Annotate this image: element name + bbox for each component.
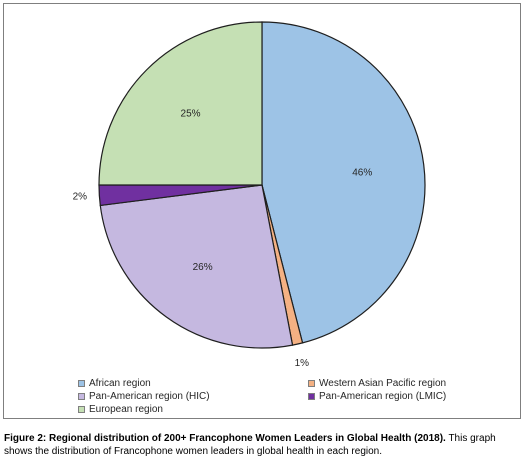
legend-item: Pan-American region (HIC) xyxy=(78,391,210,402)
legend-item: European region xyxy=(78,404,163,415)
pie-slice-european-region xyxy=(98,21,263,186)
slice-data-label: 1% xyxy=(295,358,310,369)
slice-data-label: 46% xyxy=(352,167,372,178)
figure-caption: Figure 2: Regional distribution of 200+ … xyxy=(4,432,526,458)
slice-data-label: 2% xyxy=(73,191,88,202)
pie-chart: 46% 1% 26% 2% 25% xyxy=(73,21,426,369)
legend-swatch xyxy=(78,393,85,400)
legend-item: Western Asian Pacific region xyxy=(308,378,446,389)
caption-title: Figure 2: Regional distribution of 200+ … xyxy=(4,433,446,444)
legend-swatch xyxy=(308,393,315,400)
slice-data-label: 25% xyxy=(181,109,201,120)
legend-swatch xyxy=(78,406,85,413)
legend-item: Pan-American region (LMIC) xyxy=(308,391,446,402)
legend-label: Pan-American region (LMIC) xyxy=(319,391,447,402)
chart-area: 46% 1% 26% 2% 25% African region Western Asia… xyxy=(3,3,521,419)
legend-label: Pan-American region (HIC) xyxy=(89,391,210,402)
slice-data-label: 26% xyxy=(193,262,213,273)
legend-swatch xyxy=(308,380,315,387)
caption-text: This graph shows the distribution of Fra… xyxy=(4,433,496,457)
pie-slice-pan-american-region-hic xyxy=(99,184,294,349)
legend-label: Western Asian Pacific region xyxy=(319,378,447,389)
pie-slice-african-region xyxy=(261,21,426,344)
legend-label: European region xyxy=(89,404,163,415)
legend-swatch xyxy=(78,380,85,387)
legend-label: African region xyxy=(89,378,151,389)
legend-item: African region xyxy=(78,378,151,389)
